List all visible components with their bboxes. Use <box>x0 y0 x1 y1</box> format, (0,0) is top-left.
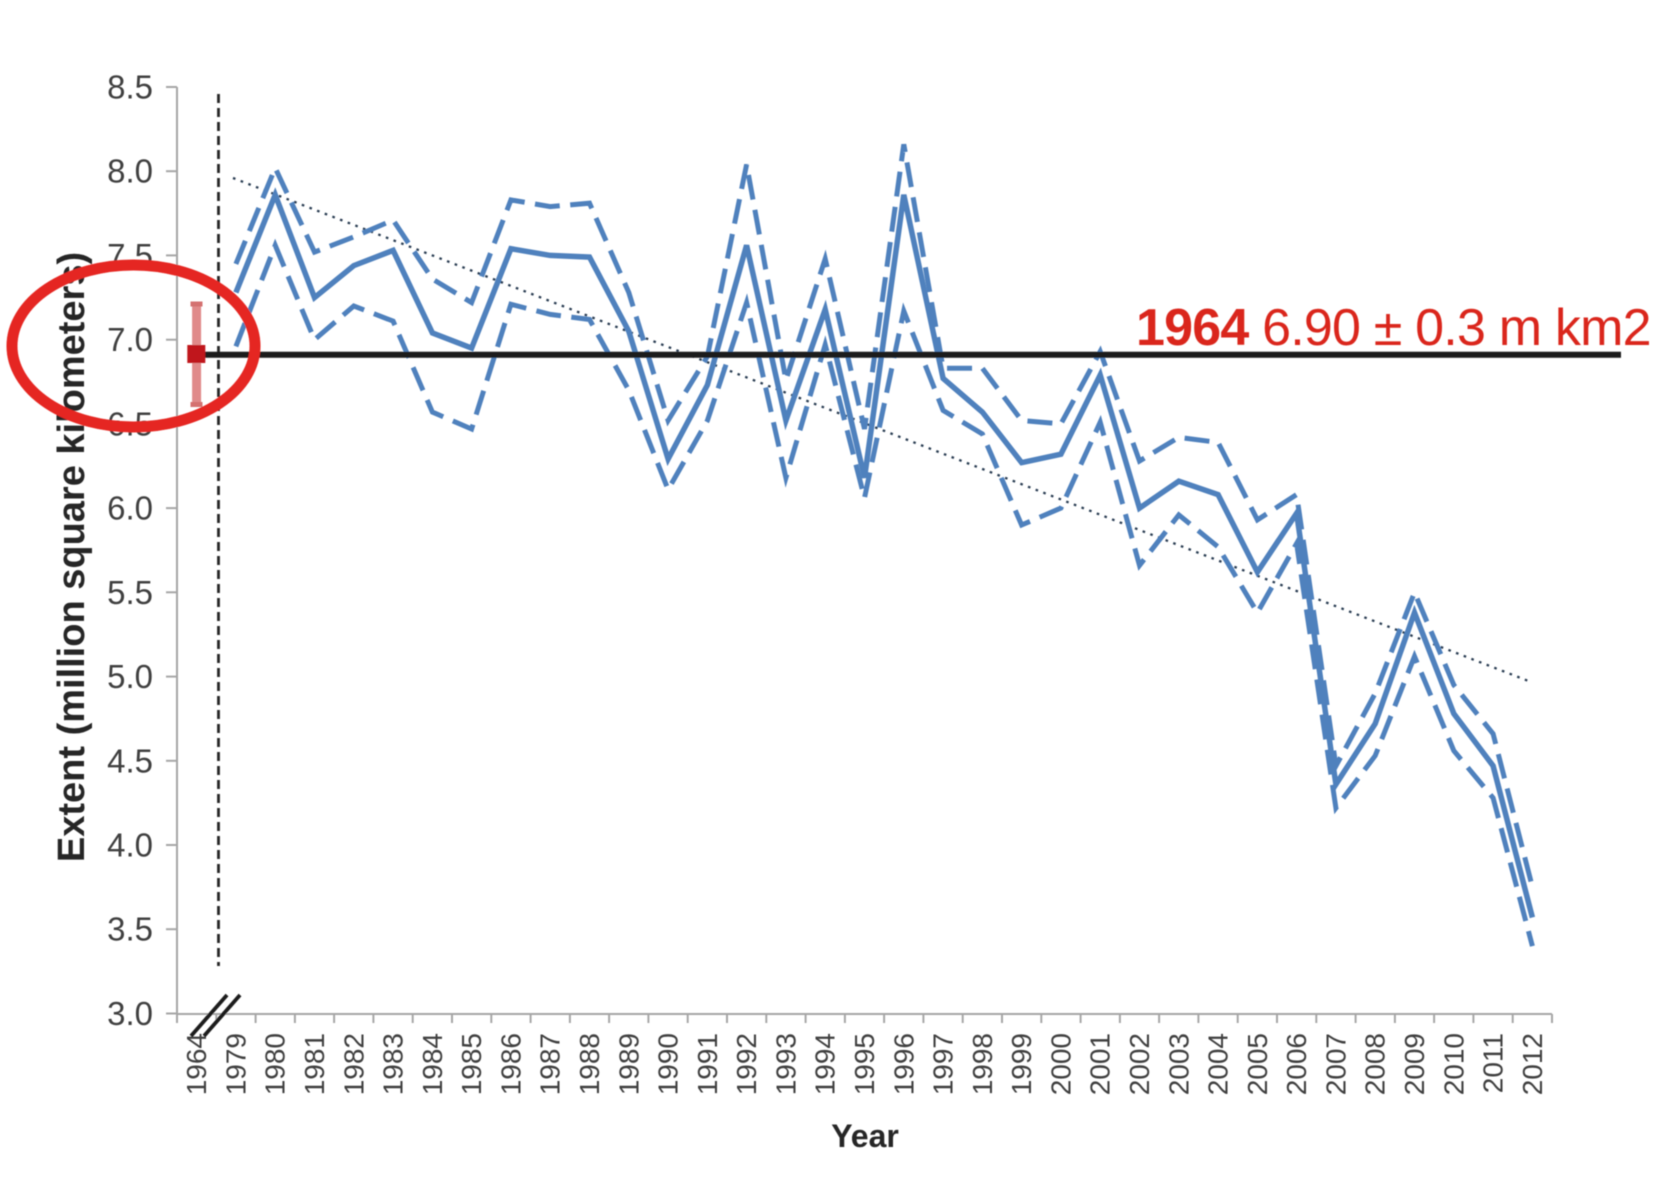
svg-text:1964: 1964 <box>181 1033 212 1095</box>
svg-text:2005: 2005 <box>1242 1033 1273 1095</box>
svg-text:1980: 1980 <box>260 1033 291 1095</box>
svg-text:1979: 1979 <box>220 1033 251 1095</box>
svg-text:3.0: 3.0 <box>107 995 153 1032</box>
svg-text:5.0: 5.0 <box>107 658 153 695</box>
svg-text:2001: 2001 <box>1085 1033 1116 1095</box>
svg-text:1985: 1985 <box>456 1033 487 1095</box>
svg-text:1989: 1989 <box>613 1033 644 1095</box>
svg-text:3.5: 3.5 <box>107 911 153 948</box>
svg-text:6.0: 6.0 <box>107 490 153 527</box>
svg-text:1993: 1993 <box>770 1033 801 1095</box>
svg-text:Extent (million square kilomet: Extent (million square kilometers) <box>51 252 93 862</box>
svg-text:8.5: 8.5 <box>107 69 153 106</box>
svg-text:2011: 2011 <box>1478 1033 1509 1093</box>
svg-text:2006: 2006 <box>1281 1033 1312 1095</box>
svg-text:1991: 1991 <box>692 1033 723 1095</box>
svg-text:1981: 1981 <box>299 1033 330 1095</box>
svg-text:1964 6.90 ± 0.3 m km2: 1964 6.90 ± 0.3 m km2 <box>1136 299 1651 357</box>
svg-text:1999: 1999 <box>1006 1033 1037 1095</box>
svg-text:1996: 1996 <box>888 1033 919 1095</box>
svg-text:1987: 1987 <box>535 1033 566 1095</box>
svg-text:1997: 1997 <box>928 1033 959 1095</box>
svg-text:1983: 1983 <box>378 1033 409 1095</box>
svg-text:2004: 2004 <box>1203 1033 1234 1095</box>
svg-text:8.0: 8.0 <box>107 153 153 190</box>
svg-text:7.0: 7.0 <box>107 321 153 358</box>
svg-text:1986: 1986 <box>495 1033 526 1095</box>
svg-text:5.5: 5.5 <box>107 574 153 611</box>
svg-text:Year: Year <box>831 1118 899 1154</box>
svg-text:2008: 2008 <box>1360 1033 1391 1095</box>
svg-text:1992: 1992 <box>731 1033 762 1095</box>
svg-text:1990: 1990 <box>653 1033 684 1095</box>
svg-text:1994: 1994 <box>810 1033 841 1095</box>
svg-text:2010: 2010 <box>1438 1033 1469 1095</box>
svg-text:2003: 2003 <box>1163 1033 1194 1095</box>
svg-text:1998: 1998 <box>967 1033 998 1095</box>
svg-text:1982: 1982 <box>338 1033 369 1095</box>
svg-text:2000: 2000 <box>1045 1033 1076 1095</box>
svg-text:2002: 2002 <box>1124 1033 1155 1095</box>
svg-text:2007: 2007 <box>1320 1033 1351 1095</box>
svg-text:1995: 1995 <box>849 1033 880 1095</box>
svg-text:1988: 1988 <box>574 1033 605 1095</box>
svg-text:1984: 1984 <box>417 1033 448 1095</box>
svg-text:4.5: 4.5 <box>107 742 153 779</box>
svg-text:2009: 2009 <box>1399 1033 1430 1095</box>
svg-text:4.0: 4.0 <box>107 827 153 864</box>
svg-text:2012: 2012 <box>1517 1033 1548 1095</box>
